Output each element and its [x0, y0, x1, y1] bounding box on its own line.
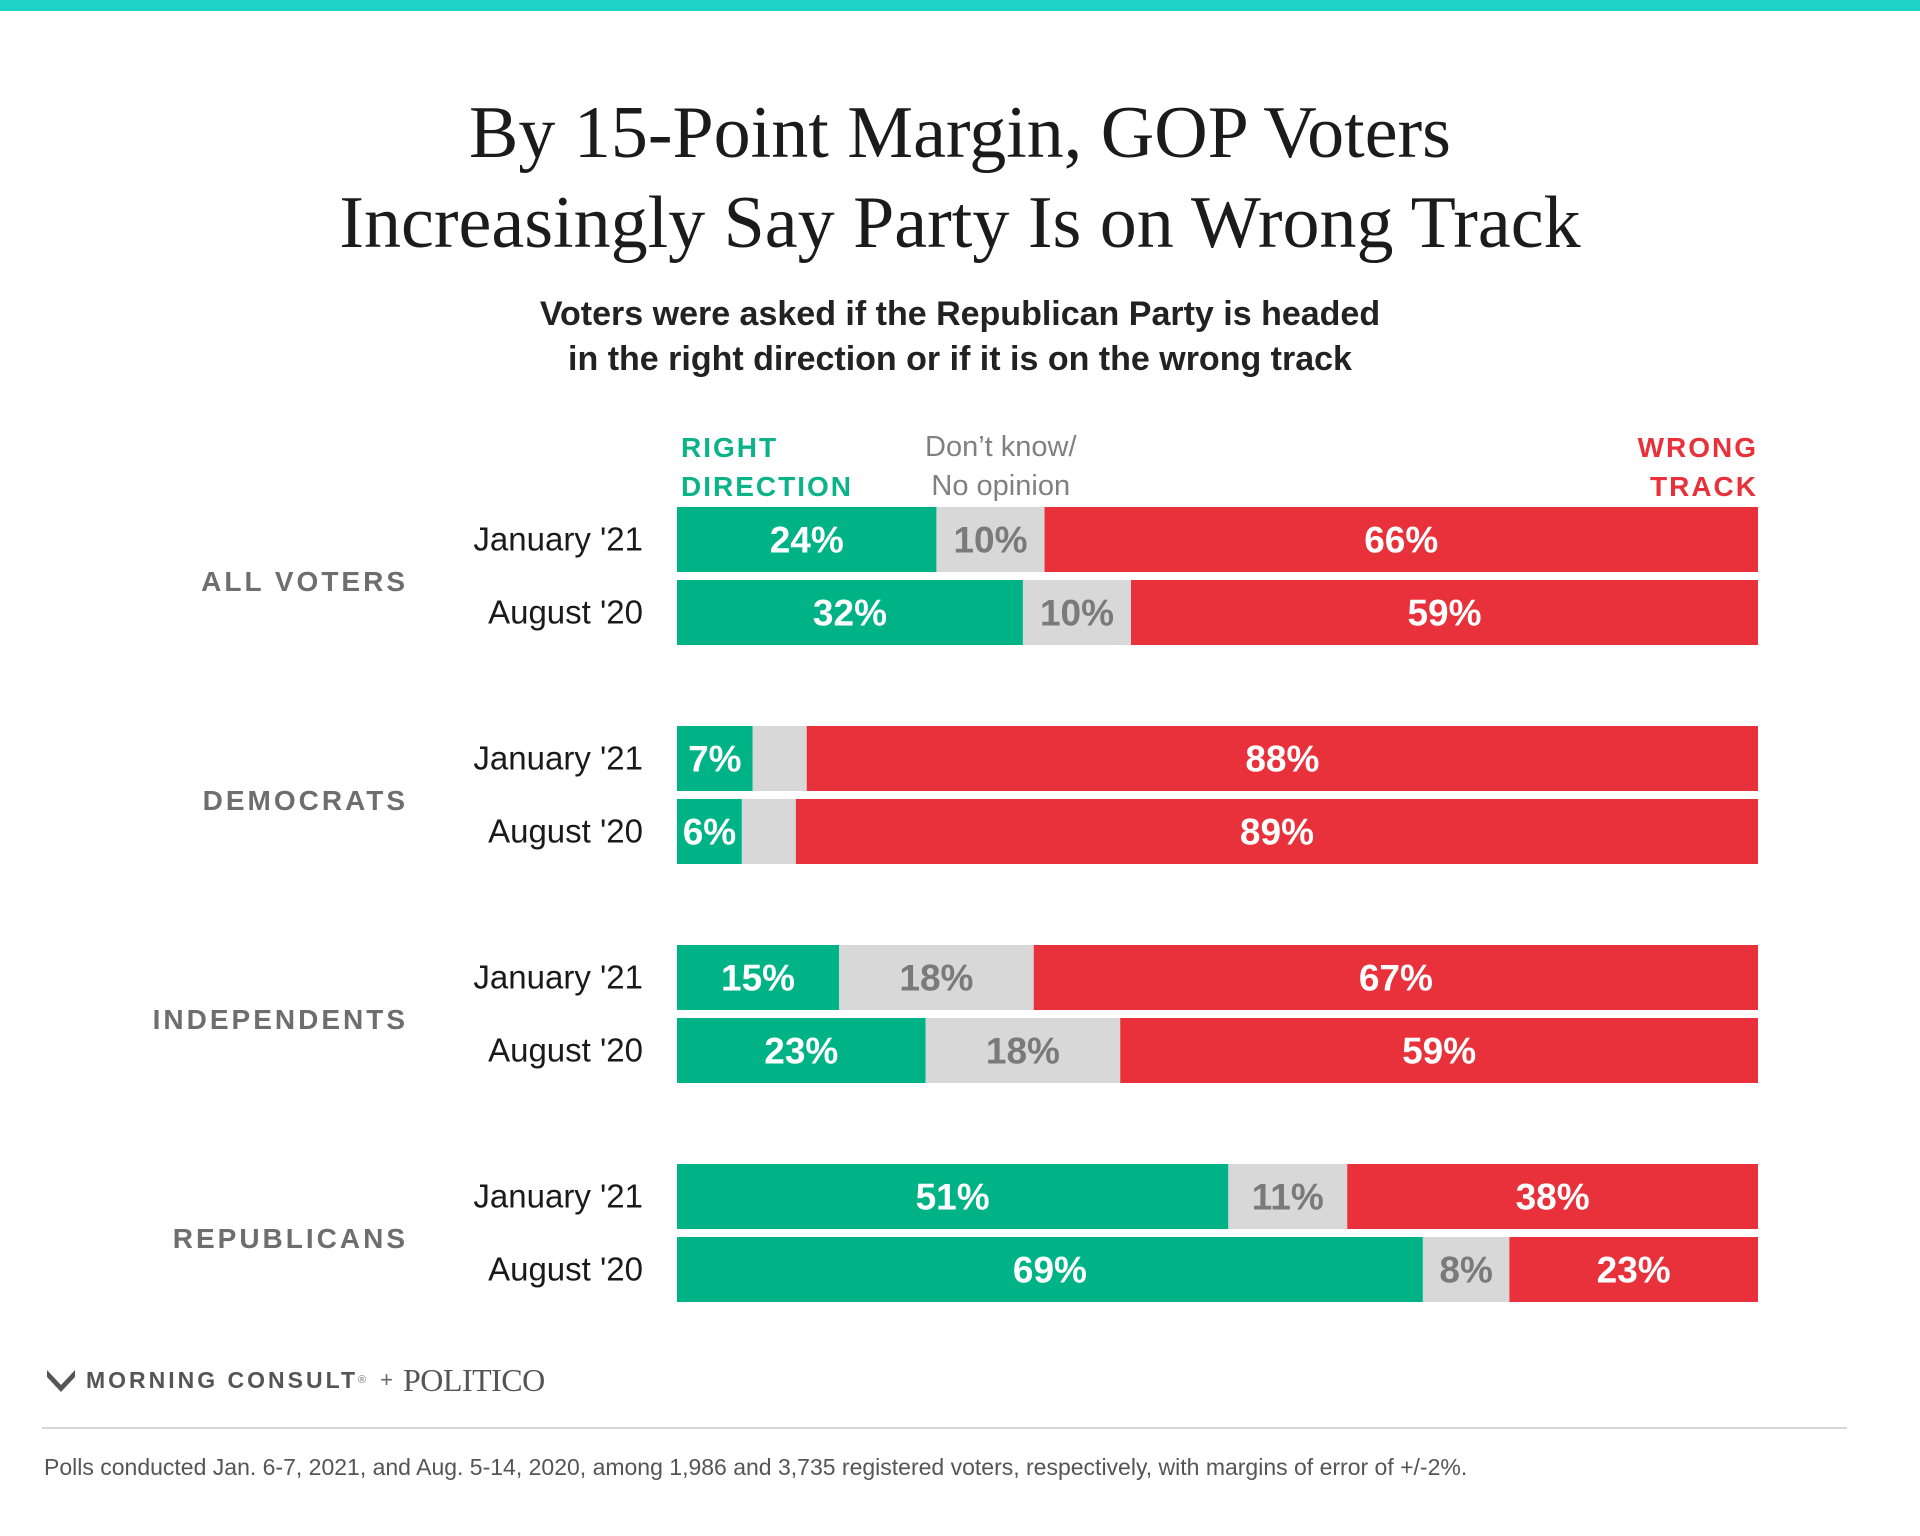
legend-wrong-track-line-2: TRACK — [1650, 471, 1758, 502]
chart-title: By 15-Point Margin, GOP Voters Increasin… — [0, 88, 1920, 268]
bar-wrong-all-voters-jan21 — [1044, 507, 1758, 572]
bar-wrong-republicans-aug20 — [1509, 1237, 1758, 1302]
row-label-democrats-jan21: January '21 — [473, 740, 643, 777]
brand-plus: + — [380, 1367, 393, 1392]
data-label-right-independents-aug20: 23% — [764, 1031, 838, 1072]
data-label-dk-independents-jan21: 18% — [899, 958, 973, 999]
group-label-independents: INDEPENDENTS — [153, 1004, 408, 1035]
row-label-all-voters-aug20: August '20 — [488, 594, 643, 631]
data-label-wrong-republicans-aug20: 23% — [1597, 1250, 1671, 1291]
bar-right-democrats-aug20 — [677, 799, 742, 864]
methodology-note: Polls conducted Jan. 6-7, 2021, and Aug.… — [44, 1454, 1468, 1480]
legend-dont-know-line-1: Don’t know/ — [925, 431, 1077, 463]
chart-title-line-1: By 15-Point Margin, GOP Voters — [469, 92, 1451, 174]
bar-wrong-all-voters-aug20 — [1131, 580, 1758, 645]
data-label-right-republicans-jan21: 51% — [916, 1177, 990, 1218]
footer-divider — [42, 1427, 1847, 1429]
legend-wrong-track: WRONG TRACK — [1500, 428, 1758, 506]
morning-consult-logo-icon — [47, 1370, 75, 1392]
row-label-democrats-aug20: August '20 — [488, 813, 643, 850]
bar-dk-democrats-jan21 — [752, 726, 807, 791]
data-label-wrong-independents-aug20: 59% — [1402, 1031, 1476, 1072]
bar-wrong-independents-aug20 — [1120, 1018, 1758, 1083]
row-label-republicans-aug20: August '20 — [488, 1251, 643, 1288]
data-label-right-all-voters-jan21: 24% — [770, 520, 844, 561]
bar-dk-republicans-aug20 — [1422, 1237, 1510, 1302]
legend-right-direction-line-1: RIGHT — [681, 432, 779, 463]
bar-right-republicans-aug20 — [677, 1237, 1423, 1302]
bar-wrong-democrats-jan21 — [806, 726, 1758, 791]
row-label-independents-aug20: August '20 — [488, 1032, 643, 1069]
bar-dk-all-voters-aug20 — [1022, 580, 1132, 645]
row-label-independents-jan21: January '21 — [473, 959, 643, 996]
bar-right-republicans-jan21 — [677, 1164, 1229, 1229]
data-label-wrong-all-voters-jan21: 66% — [1364, 520, 1438, 561]
data-label-dk-independents-aug20: 18% — [986, 1031, 1060, 1072]
group-label-republicans: REPUBLICANS — [173, 1223, 408, 1254]
bar-dk-democrats-aug20 — [741, 799, 796, 864]
chart-subtitle: Voters were asked if the Republican Part… — [0, 292, 1920, 382]
bar-wrong-independents-jan21 — [1033, 945, 1758, 1010]
brand-footer: MORNING CONSULT ® + POLITICO — [46, 1360, 545, 1400]
chart-title-line-2: Increasingly Say Party Is on Wrong Track — [339, 182, 1581, 264]
legend-wrong-track-line-1: WRONG — [1637, 432, 1758, 463]
bar-right-independents-aug20 — [677, 1018, 926, 1083]
bar-wrong-democrats-aug20 — [795, 799, 1758, 864]
data-label-right-democrats-jan21: 7% — [688, 739, 741, 780]
data-label-wrong-independents-jan21: 67% — [1359, 958, 1433, 999]
bar-wrong-republicans-jan21 — [1347, 1164, 1758, 1229]
group-label-democrats: DEMOCRATS — [203, 785, 408, 816]
data-label-dk-all-voters-jan21: 10% — [953, 520, 1027, 561]
row-label-all-voters-jan21: January '21 — [473, 521, 643, 558]
bar-right-democrats-jan21 — [677, 726, 753, 791]
row-label-republicans-jan21: January '21 — [473, 1178, 643, 1215]
brand-politico: POLITICO — [402, 1361, 545, 1398]
brand-registered-mark: ® — [358, 1374, 367, 1386]
legend-right-direction: RIGHT DIRECTION — [681, 428, 853, 506]
group-label-all-voters: ALL VOTERS — [201, 566, 408, 597]
data-label-dk-all-voters-aug20: 10% — [1040, 593, 1114, 634]
top-accent-bar — [0, 0, 1920, 11]
bar-dk-independents-jan21 — [839, 945, 1034, 1010]
bar-dk-independents-aug20 — [925, 1018, 1121, 1083]
data-label-right-all-voters-aug20: 32% — [813, 593, 887, 634]
bar-dk-republicans-jan21 — [1228, 1164, 1348, 1229]
data-label-right-independents-jan21: 15% — [721, 958, 795, 999]
data-label-wrong-democrats-jan21: 88% — [1245, 739, 1319, 780]
brand-morning-consult: MORNING CONSULT — [86, 1366, 359, 1393]
data-label-right-democrats-aug20: 6% — [683, 812, 736, 853]
chart-subtitle-line-2: in the right direction or if it is on th… — [568, 340, 1352, 378]
legend-dont-know: Don’t know/ No opinion — [925, 428, 1077, 506]
bar-right-all-voters-aug20 — [677, 580, 1023, 645]
bar-dk-all-voters-jan21 — [936, 507, 1045, 572]
data-label-wrong-republicans-jan21: 38% — [1516, 1177, 1590, 1218]
data-label-dk-republicans-aug20: 8% — [1439, 1250, 1492, 1291]
legend-dont-know-line-2: No opinion — [931, 470, 1071, 502]
bar-right-independents-jan21 — [677, 945, 840, 1010]
chart-subtitle-line-1: Voters were asked if the Republican Part… — [539, 295, 1381, 333]
data-label-wrong-democrats-aug20: 89% — [1240, 812, 1314, 853]
data-label-dk-republicans-jan21: 11% — [1252, 1177, 1324, 1218]
bar-right-all-voters-jan21 — [677, 507, 937, 572]
data-label-wrong-all-voters-aug20: 59% — [1407, 593, 1481, 634]
legend-right-direction-line-2: DIRECTION — [681, 471, 853, 502]
data-label-right-republicans-aug20: 69% — [1013, 1250, 1087, 1291]
